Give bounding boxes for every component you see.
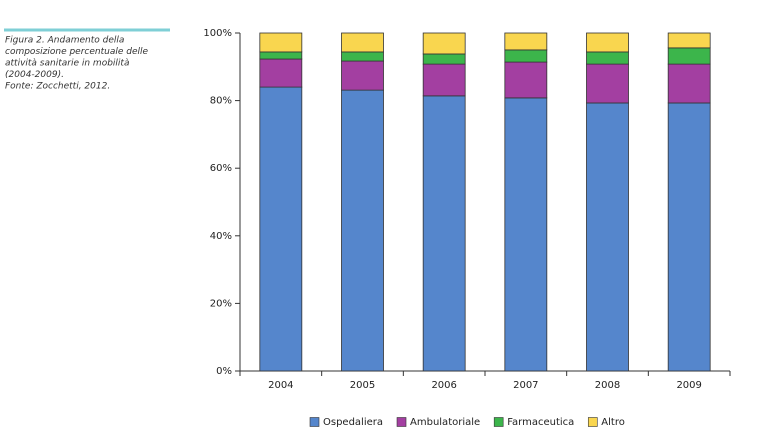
x-tick-label: 2009 [676,380,701,391]
bar-segment [422,95,466,372]
x-tick-label: 2006 [431,380,456,391]
bar-segment [667,102,711,372]
caption-line: Figura 2. Andamento della [5,36,124,46]
bar-segment [586,63,629,104]
y-tick-label: 100% [203,28,232,39]
legend-swatch [587,417,598,427]
bar-segment [422,53,466,65]
legend-label: Ambulatoriale [410,417,480,428]
legend-swatch [396,417,407,427]
bar-segment [259,51,303,60]
bar-segment [259,86,303,372]
bar-segment [341,32,384,53]
bar-segment [667,47,711,65]
y-tick-label: 80% [210,96,232,107]
y-tick-label: 0% [216,366,232,377]
x-tick-label: 2005 [350,380,375,391]
bar-segment [504,97,548,372]
y-tick-label: 60% [210,163,232,174]
caption-line: composizione percentuale delle [5,47,149,57]
x-tick-label: 2007 [513,380,538,391]
y-tick-label: 40% [210,231,232,242]
x-tick-label: 2004 [268,380,293,391]
caption-line: Fonte: Zocchetti, 2012. [5,82,110,92]
caption-line: (2004-2009). [5,70,64,80]
legend-label: Altro [601,417,625,428]
bar-segment [586,102,629,372]
bar-segment [422,32,466,55]
bar-segment [504,61,548,99]
legend-label: Farmaceutica [507,417,574,428]
legend-label: Ospedaliera [323,417,383,428]
y-tick-label: 20% [210,298,232,309]
x-tick-label: 2008 [595,380,620,391]
bar-segment [341,89,384,372]
bar-segment [586,32,629,53]
bar-segment [341,51,384,62]
bar-segment [667,32,711,49]
bar-segment [586,51,629,65]
legend-swatch [493,417,504,427]
bar-segment [504,32,548,51]
bar-segment [667,63,711,104]
bar-segment [422,63,466,97]
legend-swatch [309,417,320,427]
bar-segment [504,49,548,63]
bar-segment [259,32,303,53]
caption-line: attività sanitarie in mobilità [5,59,129,69]
bar-segment [341,60,384,91]
bar-segment [259,58,303,88]
